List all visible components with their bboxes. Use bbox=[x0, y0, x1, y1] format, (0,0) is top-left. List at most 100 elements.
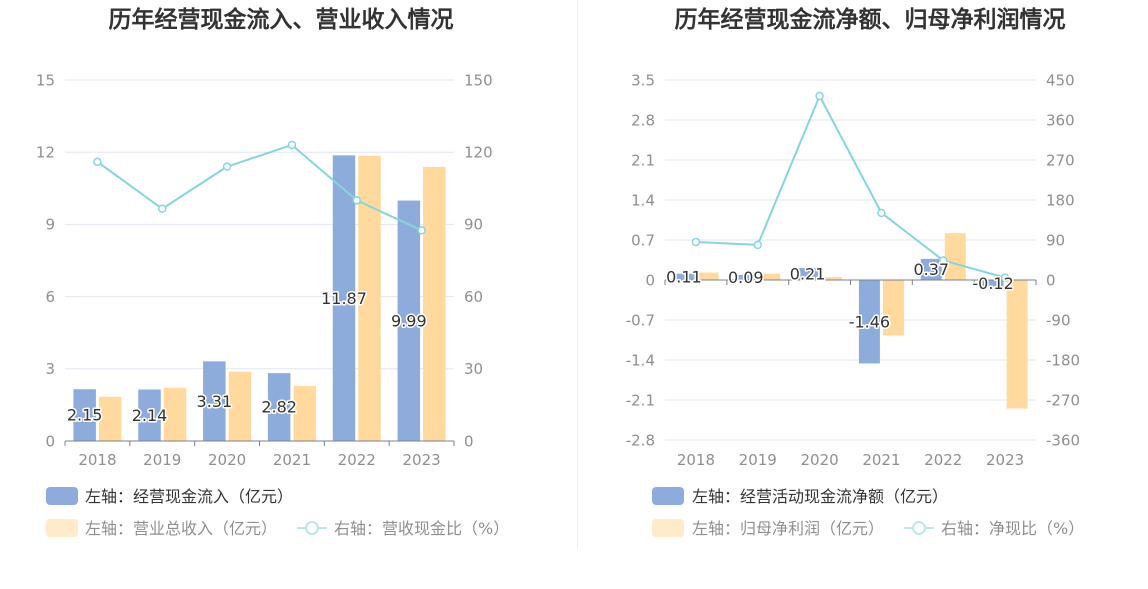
y-right-tick-label: -180 bbox=[1046, 351, 1080, 369]
data-label: -0.12 bbox=[972, 274, 1013, 293]
x-tick-label: 2020 bbox=[208, 451, 246, 469]
y-right-tick-label: 0 bbox=[464, 432, 474, 450]
y-right-tick-label: -90 bbox=[1046, 311, 1071, 329]
y-right-tick-label: 90 bbox=[1046, 231, 1065, 249]
y-left-tick-label: 9 bbox=[45, 216, 55, 234]
data-label: 0.11 bbox=[666, 267, 702, 286]
bar bbox=[858, 280, 880, 364]
line-point bbox=[287, 140, 297, 150]
y-right-tick-label: 450 bbox=[1046, 71, 1075, 89]
legend-swatch bbox=[46, 519, 78, 537]
y-left-tick-label: -0.7 bbox=[626, 311, 655, 329]
y-left-tick-label: 12 bbox=[36, 143, 55, 161]
y-right-tick-label: -360 bbox=[1046, 431, 1080, 449]
y-right-tick-label: 150 bbox=[464, 71, 493, 89]
bar bbox=[697, 272, 719, 280]
line-point bbox=[815, 91, 824, 101]
legend-item-total-revenue[interactable]: 左轴：营业总收入（亿元） bbox=[46, 519, 277, 538]
x-tick-label: 2021 bbox=[273, 451, 311, 469]
bar bbox=[1006, 280, 1028, 409]
line-point bbox=[352, 196, 361, 205]
line-point bbox=[753, 240, 762, 250]
bar bbox=[944, 233, 966, 280]
bar bbox=[73, 389, 96, 441]
bar bbox=[759, 273, 781, 280]
y-right-tick-label: 270 bbox=[1046, 151, 1075, 169]
bar bbox=[332, 155, 356, 441]
legend-item-net-operating-cash-flow[interactable]: 左轴：经营活动现金流净额（亿元） bbox=[652, 487, 948, 506]
line-point bbox=[939, 256, 948, 265]
legend-item-operating-cash-inflow[interactable]: 左轴：经营现金流入（亿元） bbox=[46, 487, 293, 506]
legend-label: 左轴：经营活动现金流净额（亿元） bbox=[692, 487, 948, 506]
bar bbox=[293, 385, 316, 441]
x-tick-label: 2022 bbox=[338, 451, 376, 469]
bar bbox=[673, 273, 695, 280]
y-right-tick-label: 60 bbox=[464, 288, 483, 306]
y-left-tick-label: 0.7 bbox=[631, 231, 655, 249]
y-right-tick-label: 360 bbox=[1046, 111, 1075, 129]
legend-item-revenue-cash-ratio[interactable]: 右轴：营收现金比（%） bbox=[297, 519, 509, 538]
x-tick-label: 2019 bbox=[739, 451, 777, 469]
legend-item-net-profit[interactable]: 左轴：归母净利润（亿元） bbox=[652, 519, 884, 538]
line-point bbox=[93, 157, 102, 167]
y-left-tick-label: 3.5 bbox=[631, 71, 655, 89]
legend-label: 左轴：营业总收入（亿元） bbox=[85, 519, 277, 538]
x-tick-label: 2021 bbox=[862, 451, 900, 469]
data-label: 0.37 bbox=[913, 260, 949, 279]
line-point bbox=[691, 237, 701, 247]
x-tick-label: 2018 bbox=[677, 451, 715, 469]
data-label: 9.99 bbox=[391, 311, 427, 330]
legend-item-net-cash-ratio[interactable]: 右轴：净现比（%） bbox=[904, 519, 1084, 538]
y-right-tick-label: 30 bbox=[464, 360, 483, 378]
y-left-tick-label: -1.4 bbox=[626, 351, 655, 369]
bar bbox=[228, 371, 252, 441]
y-left-tick-label: -2.1 bbox=[626, 391, 655, 409]
chart-panel-net-cash-flow-profit: 历年经营现金流净额、归母净利润情况 -2.8 -2.1 -1.4 -0.7 0 0.7 1.… bbox=[626, 6, 1085, 538]
legend-label: 左轴：归母净利润（亿元） bbox=[692, 519, 884, 538]
bar bbox=[735, 274, 757, 280]
bar bbox=[358, 155, 381, 441]
x-tick-label: 2020 bbox=[800, 451, 838, 469]
x-tick-label: 2019 bbox=[143, 451, 181, 469]
bar bbox=[920, 258, 942, 280]
y-right-tick-label: 0 bbox=[1046, 271, 1056, 289]
y-right-tick-label: 90 bbox=[464, 216, 483, 234]
legend-swatch bbox=[46, 487, 78, 505]
series-line bbox=[695, 95, 1006, 279]
line-point bbox=[417, 226, 426, 235]
y-right-tick-label: 120 bbox=[464, 143, 493, 161]
x-tick-label: 2023 bbox=[986, 451, 1024, 469]
y-left-tick-label: 2.8 bbox=[631, 111, 655, 129]
legend-marker-icon bbox=[912, 521, 926, 535]
bar bbox=[397, 200, 421, 441]
data-label: 2.14 bbox=[132, 406, 168, 425]
x-tick-label: 2018 bbox=[78, 451, 116, 469]
legend-label: 右轴：净现比（%） bbox=[941, 519, 1084, 538]
x-tick-label: 2023 bbox=[402, 451, 440, 469]
legend-swatch bbox=[652, 487, 684, 505]
legend: 左轴：经营现金流入（亿元） 左轴：营业总收入（亿元） 右轴：营收现金比（%） bbox=[46, 487, 509, 538]
line-point bbox=[222, 162, 232, 171]
legend-swatch bbox=[652, 519, 684, 537]
legend-marker-icon bbox=[305, 521, 319, 535]
plot-area: -2.8 -2.1 -1.4 -0.7 0 0.7 1.4 2.1 2.8 3.5 -360 -270… bbox=[626, 71, 1080, 469]
series-line bbox=[96, 143, 423, 232]
chart-title: 历年经营现金流净额、归母净利润情况 bbox=[675, 6, 1066, 33]
y-left-tick-label: 6 bbox=[45, 288, 55, 306]
bar bbox=[882, 280, 904, 336]
y-left-tick-label: 2.1 bbox=[631, 151, 655, 169]
line-point bbox=[158, 204, 167, 214]
data-label: 2.82 bbox=[261, 398, 297, 417]
bar bbox=[797, 268, 819, 280]
y-right-tick-label: -270 bbox=[1046, 391, 1080, 409]
bar bbox=[821, 277, 843, 280]
bar bbox=[982, 280, 1004, 287]
bar bbox=[98, 396, 122, 441]
data-label: 3.31 bbox=[197, 392, 233, 411]
y-left-tick-label: 3 bbox=[45, 360, 55, 378]
y-left-tick-label: 1.4 bbox=[631, 191, 655, 209]
data-label: 2.15 bbox=[67, 406, 103, 425]
data-label: 0.09 bbox=[728, 268, 764, 287]
